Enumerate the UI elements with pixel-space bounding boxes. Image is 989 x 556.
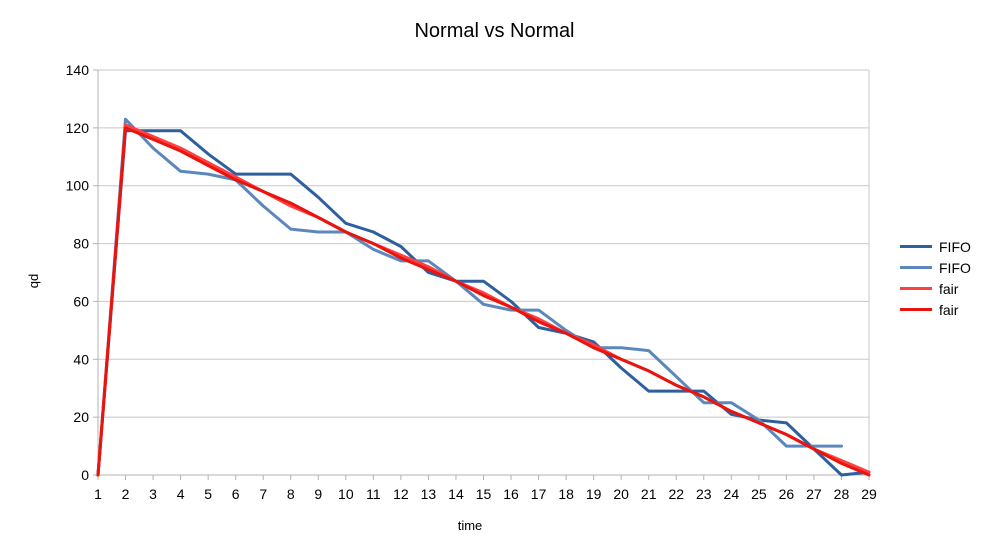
x-tick-label: 4 (177, 486, 185, 502)
gridlines (98, 69, 870, 476)
x-tick-label: 22 (668, 486, 684, 502)
legend-label: fair (939, 280, 959, 297)
y-tick-label: 40 (73, 351, 89, 367)
x-tick-label: 19 (586, 486, 602, 502)
y-tick-label: 0 (81, 467, 89, 483)
y-tick-label: 60 (73, 293, 89, 309)
x-tick-label: 17 (531, 486, 547, 502)
series-line-3 (96, 123, 871, 477)
legend-swatch (900, 287, 932, 290)
chart-title: Normal vs Normal (414, 20, 575, 42)
x-tick-label: 20 (613, 486, 629, 502)
y-tick-label: 100 (66, 178, 90, 194)
x-tick-label: 7 (259, 486, 267, 502)
y-axis-label: qd (26, 274, 41, 288)
legend-swatch (900, 245, 932, 248)
x-tick-label: 16 (503, 486, 519, 502)
x-tick-label: 2 (122, 486, 130, 502)
x-tick-label: 1 (94, 486, 102, 502)
x-tick-label: 25 (751, 486, 767, 502)
x-tick-label: 27 (806, 486, 822, 502)
y-tick-label: 140 (66, 62, 90, 78)
y-tick-labels: 0 20 40 60 80 100 120 140 (66, 62, 90, 483)
series-line-2 (96, 117, 843, 477)
x-tick-label: 10 (338, 486, 354, 502)
y-tick-label: 20 (73, 409, 89, 425)
legend-label: FIFO (939, 238, 971, 255)
x-tick-label: 13 (421, 486, 437, 502)
x-tick-label: 15 (476, 486, 492, 502)
legend-swatch (900, 308, 932, 311)
legend-item: fair (900, 278, 971, 299)
x-tick-label: 6 (232, 486, 240, 502)
x-tick-label: 18 (558, 486, 574, 502)
x-axis-label: time (458, 518, 483, 533)
x-tick-label: 28 (834, 486, 850, 502)
x-tick-label: 12 (393, 486, 409, 502)
x-tick-label: 23 (696, 486, 712, 502)
x-tick-label: 24 (724, 486, 740, 502)
y-tick-label: 120 (66, 120, 90, 136)
x-tick-label: 8 (287, 486, 295, 502)
legend-item: FIFO (900, 257, 971, 278)
x-tick-label: 5 (204, 486, 212, 502)
x-tick-label: 29 (861, 486, 877, 502)
x-tick-labels: 1 2 3 4 5 6 7 8 9 10 11 12 13 14 15 16 17 18 19 20 21 22 23 24 2… (94, 486, 877, 502)
legend-item: FIFO (900, 236, 971, 257)
legend-item: fair (900, 299, 971, 320)
legend-label: FIFO (939, 259, 971, 276)
x-tick-label: 21 (641, 486, 657, 502)
legend: FIFO FIFO fair fair (900, 236, 971, 320)
axes (93, 69, 870, 480)
x-tick-label: 14 (448, 486, 464, 502)
legend-label: fair (939, 301, 959, 318)
x-tick-label: 9 (314, 486, 322, 502)
series-lines (96, 117, 871, 477)
x-tick-label: 26 (779, 486, 795, 502)
legend-swatch (900, 266, 932, 269)
x-tick-label: 3 (149, 486, 157, 502)
series-line-4 (96, 126, 871, 477)
y-tick-label: 80 (73, 236, 89, 252)
x-tick-label: 11 (366, 486, 381, 502)
